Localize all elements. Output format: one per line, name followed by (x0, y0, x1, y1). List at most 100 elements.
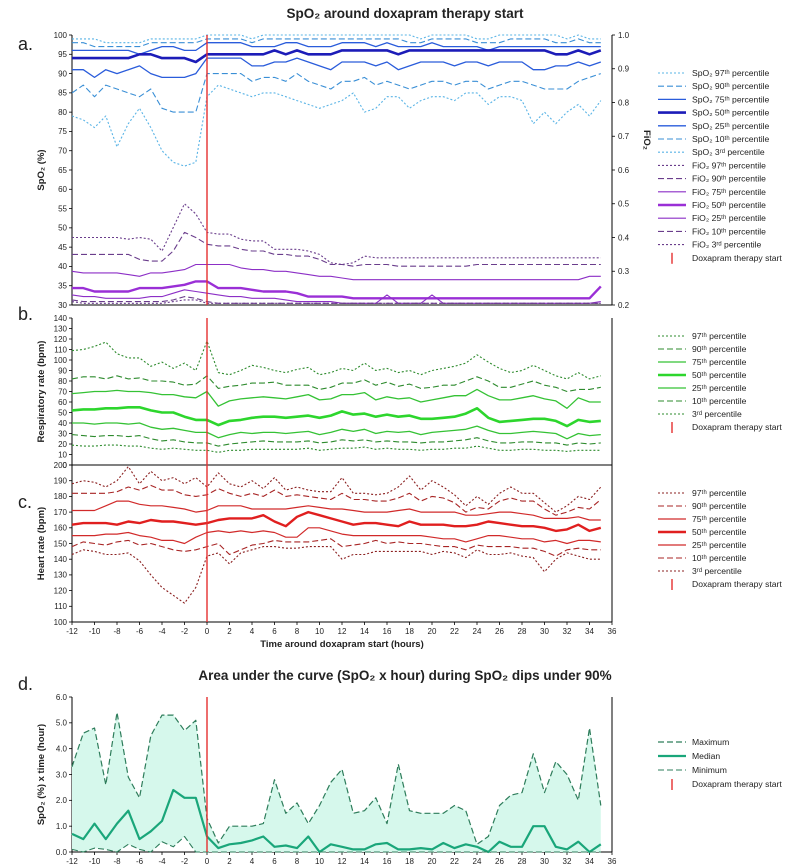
x-tick-label: 8 (295, 627, 300, 636)
series-line-75-percentile (72, 500, 601, 521)
legend-label-3-percentile: 3ʳᵈ percentile (692, 566, 742, 576)
x-tick-label: 12 (338, 857, 347, 866)
y-tick-label: 75 (58, 127, 67, 136)
x-tick-label: 28 (518, 627, 527, 636)
series-line-spo2-25-percentile (72, 57, 602, 79)
series-line-spo2-10-percentile (71, 73, 601, 113)
y-tick-label: 80 (58, 108, 67, 117)
x-tick-label: 18 (405, 857, 414, 866)
y2-tick-label: 0.5 (618, 200, 630, 209)
x-tick-label: -10 (89, 627, 101, 636)
y-tick-label: 3.0 (56, 770, 68, 779)
y-tick-label: 55 (58, 204, 67, 213)
x-tick-label: -6 (136, 857, 144, 866)
x-axis-label: Time around doxapram start (hours) (260, 639, 423, 650)
legend-label-minimum: Minimum (692, 765, 727, 775)
y-tick-label: 140 (54, 314, 68, 323)
panel-label: b. (18, 304, 33, 324)
legend-label-spo2-3-percentile: SpO₂ 3ʳᵈ percentile (692, 147, 765, 157)
y2-tick-label: 0.6 (618, 166, 630, 175)
series-line-maximum (71, 711, 602, 845)
x-tick-label: -12 (66, 627, 78, 636)
y-tick-label: 80 (58, 377, 67, 386)
legend-label-spo2-50-percentile: SpO₂ 50ᵗʰ percentile (692, 108, 770, 118)
y-tick-label: 90 (58, 366, 67, 375)
y-tick-label: 50 (58, 408, 67, 417)
x-tick-label: 36 (608, 857, 617, 866)
y-tick-label: 2.0 (56, 796, 68, 805)
y-tick-label: 30 (58, 429, 67, 438)
x-tick-label: -6 (136, 627, 144, 636)
x-tick-label: 14 (360, 857, 369, 866)
y-tick-label: 5.0 (56, 719, 68, 728)
y2-axis-label: FiO₂ (641, 130, 652, 150)
series-line-spo2-90-percentile (72, 38, 601, 48)
series-line-25-percentile (72, 527, 601, 545)
chart-title: Area under the curve (SpO₂ x hour) durin… (198, 668, 611, 683)
x-tick-label: 6 (272, 627, 277, 636)
x-tick-label: 34 (585, 627, 594, 636)
x-tick-label: 30 (540, 627, 549, 636)
legend-label-maximum: Maximum (692, 737, 729, 747)
legend-label-fio2-75-percentile: FiO₂ 75ᵗʰ percentile (692, 187, 766, 197)
y-tick-label: 100 (54, 356, 68, 365)
y-tick-label: 90 (58, 69, 67, 78)
series-line-minimum (71, 835, 601, 853)
y-tick-label: 70 (58, 387, 67, 396)
chart-title: SpO₂ around doxapram therapy start (286, 6, 524, 21)
y-tick-label: 40 (58, 262, 67, 271)
series-line-97-percentile (71, 466, 602, 513)
legend-label-10-percentile: 10ᵗʰ percentile (692, 553, 747, 563)
legend-label-doxapram-therapy-start: Doxapram therapy start (692, 253, 782, 263)
y2-tick-label: 0.9 (618, 65, 630, 74)
x-tick-label: 24 (473, 857, 482, 866)
x-tick-label: 14 (360, 627, 369, 636)
x-tick-label: -12 (66, 857, 78, 866)
x-tick-label: 24 (473, 627, 482, 636)
y-tick-label: 130 (54, 571, 68, 580)
series-line-fio2-97-percentile (72, 203, 601, 266)
y-tick-label: 20 (58, 440, 67, 449)
x-tick-label: 0 (205, 857, 210, 866)
y-tick-label: 45 (58, 243, 67, 252)
legend-label-25-percentile: 25ᵗʰ percentile (692, 540, 747, 550)
series-line-90-percentile (72, 484, 602, 516)
legend-label-10-percentile: 10ᵗʰ percentile (692, 396, 747, 406)
legend-label-spo2-90-percentile: SpO₂ 90ᵗʰ percentile (692, 81, 770, 91)
series-line-3-percentile (71, 546, 601, 604)
y-tick-label: 160 (54, 524, 68, 533)
y-tick-label: 120 (54, 335, 68, 344)
y-tick-label: 200 (54, 461, 68, 470)
x-tick-label: 6 (272, 857, 277, 866)
y2-tick-label: 0.3 (618, 267, 630, 276)
x-tick-label: 34 (585, 857, 594, 866)
panel-a-spo2-fio2: a. 30 35 40 45 50 55 60 65 70 75 80 85 90 95 100 0.2 0.3 0… (18, 31, 782, 310)
y-tick-label: 85 (58, 89, 67, 98)
min-max-area (72, 712, 601, 852)
x-tick-label: 16 (383, 857, 392, 866)
y-tick-label: 10 (58, 450, 67, 459)
series-line-50-percentile (71, 510, 602, 533)
legend-label-25-percentile: 25ᵗʰ percentile (692, 383, 747, 393)
series-line-fio2-75-percentile (71, 263, 601, 281)
series-line-3-percentile (71, 444, 601, 453)
legend-label-spo2-97-percentile: SpO₂ 97ᵗʰ percentile (692, 68, 770, 78)
x-tick-label: 18 (405, 627, 414, 636)
legend-label-spo2-25-percentile: SpO₂ 25ᵗʰ percentile (692, 121, 770, 131)
y-tick-label: 130 (54, 324, 68, 333)
y-tick-label: 35 (58, 282, 67, 291)
y2-tick-label: 0.7 (618, 132, 630, 141)
y2-tick-label: 0.4 (618, 233, 630, 242)
legend-label-fio2-90-percentile: FiO₂ 90ᵗʰ percentile (692, 174, 766, 184)
x-tick-label: 10 (315, 857, 324, 866)
legend-label-fio2-10-percentile: FiO₂ 10ᵗʰ percentile (692, 226, 766, 236)
y-tick-label: 70 (58, 147, 67, 156)
y2-tick-label: 0.2 (618, 301, 630, 310)
panel-label: a. (18, 34, 33, 54)
legend-label-90-percentile: 90ᵗʰ percentile (692, 344, 747, 354)
legend-label-fio2-97-percentile: FiO₂ 97ᵗʰ percentile (692, 160, 766, 170)
panel-label: c. (18, 492, 32, 512)
legend-label-75-percentile: 75ᵗʰ percentile (692, 357, 747, 367)
y-tick-label: 40 (58, 419, 67, 428)
